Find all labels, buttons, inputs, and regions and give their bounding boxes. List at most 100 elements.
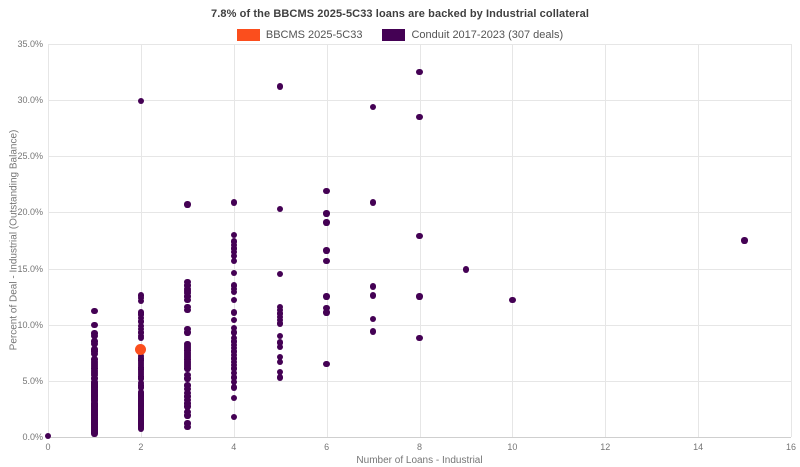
data-point	[91, 375, 98, 382]
data-point	[323, 304, 330, 312]
data-point	[369, 199, 377, 206]
data-point	[323, 247, 330, 254]
data-point	[276, 339, 284, 346]
data-point	[91, 350, 98, 358]
data-point	[230, 413, 237, 420]
data-point	[184, 326, 191, 333]
data-point	[276, 320, 284, 327]
data-point	[184, 365, 191, 372]
data-point	[230, 282, 237, 289]
legend-label: BBCMS 2025-5C33	[265, 29, 363, 41]
data-point	[369, 315, 377, 323]
y-tick-label: 10.0%	[17, 319, 43, 330]
data-point	[276, 83, 284, 90]
data-point	[416, 113, 423, 121]
data-point	[230, 309, 237, 316]
data-point	[369, 103, 377, 111]
data-point	[230, 384, 237, 391]
data-point	[230, 355, 237, 362]
data-point	[230, 358, 237, 365]
data-point	[230, 199, 237, 206]
data-point	[276, 354, 284, 361]
data-point	[184, 329, 191, 336]
data-point	[184, 385, 191, 392]
data-point	[184, 303, 191, 310]
data-point	[91, 321, 98, 328]
data-point	[230, 329, 237, 336]
data-point	[276, 303, 284, 310]
legend-item-conduit[interactable]: Conduit 2017-2023 (307 deals)	[382, 29, 563, 41]
data-point	[230, 378, 237, 386]
data-point	[184, 382, 191, 389]
data-point	[184, 290, 191, 297]
data-point	[509, 296, 516, 304]
data-point	[230, 351, 237, 359]
x-tick-label: 16	[785, 442, 797, 452]
data-point	[462, 266, 470, 273]
data-point	[137, 98, 145, 105]
y-gridline	[48, 437, 791, 438]
data-point	[184, 306, 191, 314]
data-point	[416, 293, 423, 300]
data-point	[44, 432, 52, 440]
data-point	[184, 372, 191, 379]
data-point	[323, 293, 330, 300]
data-point	[230, 238, 237, 245]
data-point	[91, 372, 98, 379]
y-tick-label: 15.0%	[17, 263, 43, 274]
data-point	[416, 68, 423, 76]
data-point	[276, 374, 284, 381]
data-point	[184, 403, 191, 410]
legend-item-bbcms[interactable]: BBCMS 2025-5C33	[236, 29, 363, 41]
data-point	[91, 308, 98, 315]
data-point	[184, 412, 191, 419]
x-axis-title: Number of Loans - Industrial	[356, 455, 483, 466]
data-point	[137, 318, 145, 325]
data-point	[369, 292, 377, 299]
y-tick-label: 30.0%	[17, 95, 43, 106]
data-point	[184, 400, 191, 407]
legend-label: Conduit 2017-2023 (307 deals)	[411, 29, 564, 41]
data-point	[276, 310, 284, 317]
data-point	[184, 282, 191, 289]
data-point	[137, 294, 145, 301]
y-tick-label: 20.0%	[17, 207, 43, 218]
data-point	[230, 324, 237, 332]
y-axis-title: Percent of Deal - Industrial (Outstandin…	[8, 129, 20, 351]
data-point	[276, 205, 284, 213]
x-tick-label: 12	[600, 442, 611, 452]
y-tick-label: 5.0%	[22, 375, 43, 386]
data-point	[230, 257, 237, 264]
data-point	[323, 219, 330, 226]
x-gridline	[48, 44, 49, 437]
data-point	[230, 361, 237, 369]
x-gridline	[698, 44, 700, 437]
y-tick-label: 35.0%	[17, 39, 43, 49]
data-point	[230, 248, 237, 255]
data-point	[416, 334, 423, 342]
data-point	[184, 396, 191, 404]
data-point	[91, 332, 98, 340]
data-point	[137, 334, 145, 342]
data-point	[276, 332, 284, 340]
chart-title: 7.8% of the BBCMS 2025-5C33 loans are ba…	[211, 8, 589, 20]
y-tick-label: 25.0%	[17, 151, 43, 162]
x-tick-label: 10	[507, 442, 518, 452]
x-tick-label: 8	[416, 442, 423, 452]
data-point	[276, 270, 284, 278]
data-point	[137, 314, 145, 322]
data-point	[137, 326, 145, 333]
data-point	[230, 296, 237, 304]
x-gridline	[140, 44, 142, 437]
x-gridline	[512, 44, 514, 437]
data-point	[323, 210, 330, 217]
data-point	[230, 338, 237, 345]
chart-legend: BBCMS 2025-5C33 Conduit 2017-2023 (307 de…	[0, 29, 800, 41]
data-point	[230, 394, 237, 401]
data-point	[137, 375, 145, 382]
data-point	[137, 297, 145, 305]
data-point	[276, 368, 284, 376]
data-point	[416, 232, 423, 240]
data-point	[184, 296, 191, 304]
